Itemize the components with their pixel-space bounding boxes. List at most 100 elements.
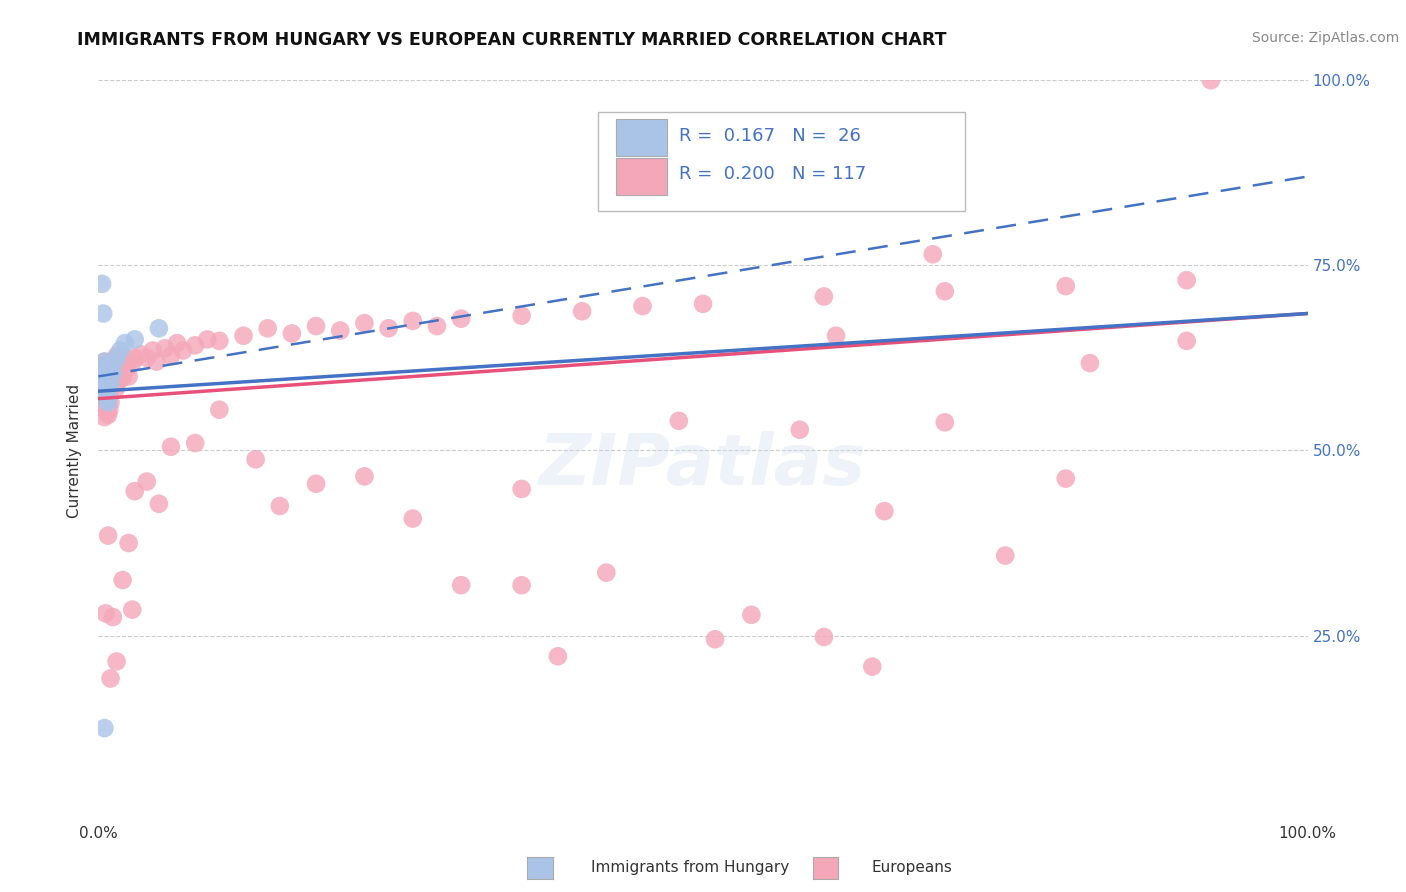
Point [121,356,143,370]
Point [129,347,152,361]
Point [124,484,146,499]
Point [426,319,449,334]
Point [740,607,762,622]
Point [510,482,533,496]
Point [148,321,170,335]
Text: Europeans: Europeans [872,860,953,874]
Point [93,384,115,399]
Point [111,573,134,587]
Point [105,655,128,669]
Point [110,363,132,377]
Point [571,304,593,318]
Point [100,359,122,373]
Point [934,415,956,429]
Point [1175,273,1198,287]
Point [994,549,1017,563]
Point [91,277,114,291]
Point [1078,356,1101,370]
Point [184,436,207,450]
Point [101,371,124,385]
Point [934,285,956,299]
Point [118,536,141,550]
Y-axis label: Currently Married: Currently Married [67,384,83,517]
Point [97,371,120,385]
Point [97,408,120,422]
Point [111,371,134,385]
Point [825,328,848,343]
Point [105,360,128,375]
Point [97,393,120,408]
Point [96,390,118,404]
Text: Source: ZipAtlas.com: Source: ZipAtlas.com [1251,31,1399,45]
Text: IMMIGRANTS FROM HUNGARY VS EUROPEAN CURRENTLY MARRIED CORRELATION CHART: IMMIGRANTS FROM HUNGARY VS EUROPEAN CURR… [77,31,946,49]
Point [91,388,114,402]
Point [510,309,533,323]
Point [921,247,943,261]
Point [93,369,115,384]
Point [96,373,118,387]
Point [450,578,472,592]
Point [118,369,141,384]
Point [114,351,136,365]
Point [114,336,136,351]
Point [101,610,124,624]
Point [377,321,399,335]
Point [93,410,115,425]
Point [1054,472,1077,486]
Point [111,356,134,370]
Point [96,359,118,373]
Point [94,369,117,384]
Point [97,384,120,399]
Point [281,326,304,341]
Point [94,392,117,406]
Point [160,440,183,454]
Point [153,341,176,355]
Point [101,366,124,380]
Point [94,388,117,402]
Point [93,721,115,735]
Point [107,362,129,376]
Point [103,366,125,380]
Point [114,363,136,377]
Point [195,332,218,346]
Point [873,504,896,518]
Point [121,602,143,616]
Point [96,366,118,380]
Point [93,385,115,400]
Point [100,369,122,384]
Point [510,578,533,592]
FancyBboxPatch shape [616,158,666,195]
Point [813,630,835,644]
FancyBboxPatch shape [616,119,666,156]
Point [329,324,352,338]
Point [91,373,114,387]
Point [108,343,131,358]
Point [98,359,121,373]
Point [172,343,194,358]
Point [402,511,425,525]
Point [353,469,375,483]
Point [668,414,690,428]
Point [100,376,122,391]
Point [98,373,121,387]
Point [93,371,115,385]
Point [94,384,117,399]
Point [91,306,114,320]
Point [105,349,128,363]
Point [245,452,267,467]
Point [100,395,122,409]
Point [105,351,128,365]
Point [97,363,120,377]
Point [595,566,617,580]
Point [860,659,883,673]
Point [103,354,125,368]
Point [208,334,231,348]
Point [305,319,328,334]
Point [108,354,131,368]
Point [269,499,291,513]
Point [94,369,117,384]
Point [93,354,115,368]
Point [93,354,115,368]
Point [789,423,811,437]
Point [96,376,118,391]
